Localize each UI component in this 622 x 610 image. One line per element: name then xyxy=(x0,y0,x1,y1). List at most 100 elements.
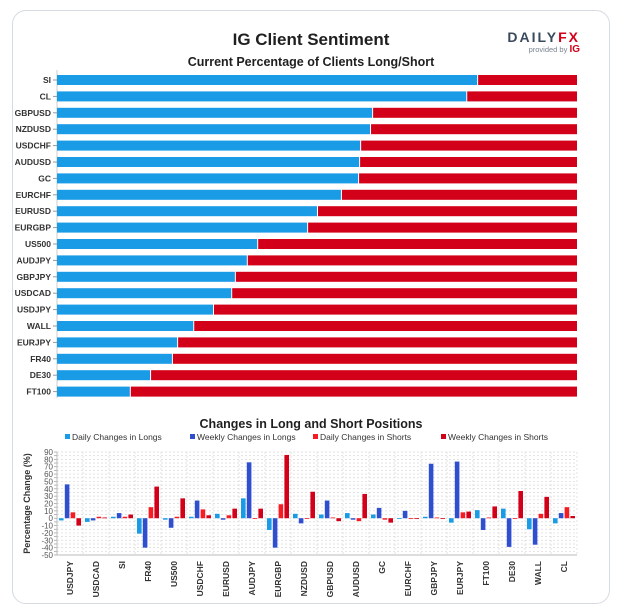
x-tick-label: USDJPY xyxy=(65,561,75,595)
category-label: AUDJPY xyxy=(17,255,52,265)
bar-short xyxy=(130,386,578,397)
y-tick-label: 40 xyxy=(44,485,53,494)
bar-short xyxy=(373,107,577,118)
bar-weekly-changes-in-shorts xyxy=(154,486,159,519)
bar-weekly-changes-in-longs xyxy=(532,518,538,545)
bar-long xyxy=(57,321,194,331)
logo-accent-text: FX xyxy=(558,29,580,45)
category-label: GBPUSD xyxy=(15,108,51,118)
x-tick-label: USDCAD xyxy=(91,561,101,597)
bar-weekly-changes-in-shorts xyxy=(440,518,445,520)
bar-daily-changes-in-shorts xyxy=(538,513,544,519)
legend-label: Weekly Changes in Longs xyxy=(197,432,296,442)
bar-short xyxy=(235,271,577,282)
changes-chart: Changes in Long and Short PositionsDaily… xyxy=(22,417,578,597)
bar-long xyxy=(57,370,151,381)
bar-weekly-changes-in-shorts xyxy=(388,518,393,523)
bar-short xyxy=(308,222,577,233)
bar-long xyxy=(57,239,258,249)
x-tick-label: AUDUSD xyxy=(351,561,361,597)
bar-weekly-changes-in-shorts xyxy=(258,508,263,519)
bar-long xyxy=(57,337,178,348)
bar-weekly-changes-in-shorts xyxy=(544,496,549,519)
bar-daily-changes-in-shorts xyxy=(252,518,258,520)
bar-daily-changes-in-shorts xyxy=(512,518,518,520)
bar-daily-changes-in-longs xyxy=(475,510,480,519)
bar-long xyxy=(57,386,130,397)
chart2-title: Changes in Long and Short Positions xyxy=(200,417,423,431)
bar-daily-changes-in-shorts xyxy=(564,507,570,519)
bar-daily-changes-in-shorts xyxy=(330,517,336,519)
bar-long xyxy=(57,157,360,167)
legend-swatch xyxy=(313,434,318,439)
bar-weekly-changes-in-longs xyxy=(272,518,278,548)
bar-short xyxy=(172,353,578,364)
bar-daily-changes-in-shorts xyxy=(226,515,232,519)
category-label: WALL xyxy=(27,321,51,331)
bar-daily-changes-in-shorts xyxy=(460,512,466,519)
bar-daily-changes-in-longs xyxy=(215,513,220,519)
bar-daily-changes-in-longs xyxy=(293,513,298,519)
logo-provided-text: provided by xyxy=(528,45,570,54)
bar-weekly-changes-in-longs xyxy=(116,513,122,519)
bar-long xyxy=(57,91,467,102)
category-label: USDCAD xyxy=(15,288,51,298)
x-tick-label: FR40 xyxy=(143,561,153,582)
bar-weekly-changes-in-longs xyxy=(350,518,356,520)
bar-short xyxy=(194,321,578,331)
bar-daily-changes-in-shorts xyxy=(278,504,284,519)
logo-ig-text: IG xyxy=(569,44,580,55)
bar-weekly-changes-in-longs xyxy=(194,500,200,519)
bar-short xyxy=(467,91,577,102)
y-tick-label: -20 xyxy=(41,529,53,538)
bar-short xyxy=(361,140,577,151)
bar-short xyxy=(359,173,577,184)
page-title: IG Client Sentiment xyxy=(232,30,390,49)
bar-weekly-changes-in-longs xyxy=(558,513,564,519)
bar-short xyxy=(371,124,577,135)
legend-label: Daily Changes in Shorts xyxy=(320,432,411,442)
bar-short xyxy=(178,337,577,348)
bar-weekly-changes-in-longs xyxy=(220,518,226,520)
bar-weekly-changes-in-longs xyxy=(402,510,408,519)
y-tick-label: 80 xyxy=(44,455,53,464)
bar-short xyxy=(341,189,577,200)
bar-daily-changes-in-longs xyxy=(527,518,532,530)
x-tick-label: AUDJPY xyxy=(247,561,257,596)
x-tick-label: DE30 xyxy=(507,561,517,583)
y-tick-label: 60 xyxy=(44,470,53,479)
bar-long xyxy=(57,124,371,135)
bar-daily-changes-in-longs xyxy=(397,518,402,520)
x-tick-label: CL xyxy=(559,561,569,572)
bar-long xyxy=(57,255,247,266)
bar-daily-changes-in-shorts xyxy=(200,509,206,519)
bar-daily-changes-in-longs xyxy=(189,516,194,519)
bar-weekly-changes-in-longs xyxy=(90,518,96,521)
category-label: USDJPY xyxy=(17,305,51,315)
category-label: EURGBP xyxy=(15,223,52,233)
bar-daily-changes-in-shorts xyxy=(70,512,76,519)
category-label: NZDUSD xyxy=(16,124,51,134)
bar-long xyxy=(57,189,341,200)
bar-daily-changes-in-shorts xyxy=(96,516,102,519)
category-label: DE30 xyxy=(30,370,52,380)
y-tick-label: 50 xyxy=(44,477,53,486)
bar-short xyxy=(151,370,577,381)
bar-weekly-changes-in-longs xyxy=(168,518,174,528)
x-tick-label: EURJPY xyxy=(455,561,465,595)
y-tick-label: 90 xyxy=(44,448,53,457)
bar-weekly-changes-in-longs xyxy=(428,463,434,519)
x-tick-label: US500 xyxy=(169,561,179,587)
bar-daily-changes-in-longs xyxy=(501,508,506,519)
bar-weekly-changes-in-shorts xyxy=(518,490,523,519)
bar-daily-changes-in-shorts xyxy=(174,516,180,519)
bar-long xyxy=(57,353,172,364)
bar-weekly-changes-in-longs xyxy=(142,518,148,548)
bar-weekly-changes-in-longs xyxy=(480,518,486,530)
bar-daily-changes-in-shorts xyxy=(434,517,440,519)
bar-long xyxy=(57,75,478,85)
bar-daily-changes-in-longs xyxy=(163,518,168,520)
bar-long xyxy=(57,173,359,184)
bar-daily-changes-in-shorts xyxy=(382,518,388,520)
bar-daily-changes-in-shorts xyxy=(148,507,154,519)
